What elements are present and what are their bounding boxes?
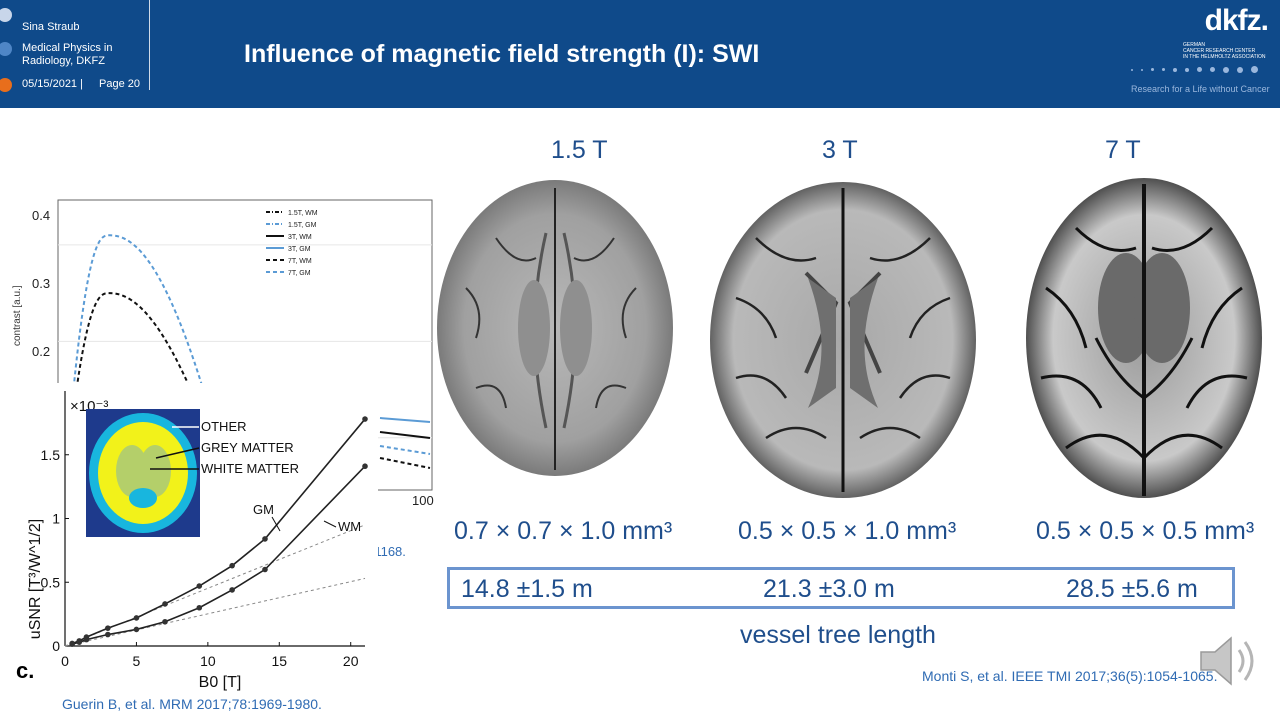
inset-arrow-grey	[155, 447, 200, 459]
usnr-point-wm	[69, 641, 75, 647]
speaker-icon[interactable]	[1195, 630, 1259, 692]
inset-white-matter-right	[139, 445, 171, 497]
usnr-line-wm	[71, 465, 366, 645]
page-number: Page 20	[99, 78, 140, 90]
field-label-7t: 7 T	[1105, 136, 1141, 164]
usnr-gm-pointer	[271, 516, 281, 532]
brain-image-3t	[710, 182, 976, 498]
usnr-ytick-label: 1.5	[41, 447, 61, 463]
field-label-1.5t: 1.5 T	[551, 136, 608, 164]
contrast-tail	[379, 417, 431, 423]
vessel-length-3t: 21.3 ±3.0 m	[763, 575, 895, 603]
logo-tagline: Research for a Life without Cancer	[1131, 84, 1270, 94]
usnr-line-gm	[71, 418, 366, 645]
date-label: 05/15/2021 |	[22, 78, 83, 90]
usnr-point-wm	[105, 631, 111, 638]
logo-dot-row	[1131, 66, 1258, 73]
contrast-legend-label: 1.5T, GM	[288, 222, 317, 229]
contrast-legend-label: 7T, GM	[288, 270, 311, 277]
usnr-ytick-label: 0	[52, 638, 60, 654]
usnr-y-label: uSNR [T³/W^1/2]	[27, 519, 44, 639]
usnr-panel-label: c.	[16, 658, 34, 683]
usnr-point-wm	[133, 626, 140, 633]
contrast-ytick-0.4: 0.4	[32, 208, 50, 223]
usnr-gm-label: GM	[253, 502, 274, 517]
slide-header: Sina Straub Medical Physics in Radiology…	[0, 0, 1280, 108]
usnr-axes: 0 5 10 15 20 0 0.5 1 1.5	[41, 391, 365, 669]
contrast-legend: 1.5T, WM 1.5T, GM 3T, WM 3T, GM 7T, WM 7T, GM	[266, 210, 318, 277]
logo-sub-line3: IN THE HELMHOLTZ ASSOCIATION	[1183, 54, 1266, 60]
usnr-point-wm	[362, 463, 368, 470]
usnr-point-wm	[83, 636, 90, 643]
inset-ventricle	[129, 488, 157, 508]
usnr-point-gm	[105, 625, 111, 631]
logo-sub-line1: GERMAN	[1183, 42, 1205, 48]
usnr-lines	[64, 416, 368, 647]
contrast-legend-label: 3T, GM	[288, 246, 311, 253]
affiliation-line2: Radiology, DKFZ	[22, 55, 105, 67]
contrast-ref-fragment: -1168.	[370, 544, 406, 559]
contrast-tail	[379, 431, 431, 439]
header-dot-light	[0, 8, 12, 22]
usnr-ytick-label: 1	[52, 511, 60, 527]
guerin-reference: Guerin B, et al. MRM 2017;78:1969-1980.	[62, 696, 322, 712]
swi-brain-images	[437, 178, 1262, 498]
dkfz-logo: dkfz.	[1204, 4, 1269, 37]
contrast-legend-label: 1.5T, WM	[288, 210, 318, 217]
usnr-xtick-label: 15	[271, 653, 287, 669]
header-dot-orange	[0, 78, 12, 92]
contrast-ytick-0.2: 0.2	[32, 344, 50, 359]
contrast-ytick-0.3: 0.3	[32, 276, 50, 291]
contrast-xtick-100: 100	[412, 493, 434, 508]
usnr-ytick-label: 0.5	[41, 574, 61, 590]
inset-label-other: OTHER	[201, 419, 247, 434]
usnr-point-wm	[76, 639, 83, 645]
inset-label-grey: GREY MATTER	[201, 440, 294, 455]
usnr-point-gm	[229, 562, 235, 569]
contrast-legend-label: 3T, WM	[288, 234, 312, 241]
author-name: Sina Straub	[22, 21, 80, 33]
usnr-xtick-label: 0	[61, 653, 69, 669]
logo-sub-line2: CANCER RESEARCH CENTER	[1183, 48, 1256, 54]
segmentation-inset	[86, 409, 200, 537]
vessel-length-1.5t: 14.8 ±1.5 m	[461, 575, 593, 603]
usnr-point-gm	[262, 536, 268, 542]
contrast-curve	[64, 234, 241, 527]
usnr-x-label: B0 [T]	[199, 674, 242, 691]
usnr-point-wm	[262, 566, 268, 573]
usnr-xtick-label: 20	[343, 653, 359, 669]
header-dot-mid	[0, 42, 12, 56]
contrast-y-label: contrast [a.u.]	[12, 285, 23, 346]
brain-image-1.5t	[437, 180, 673, 476]
usnr-point-wm	[196, 604, 203, 611]
resolution-7t: 0.5 × 0.5 × 0.5 mm³	[1036, 517, 1255, 545]
brain-image-7t	[1026, 178, 1262, 498]
field-label-3t: 3 T	[822, 136, 858, 164]
resolution-3t: 0.5 × 0.5 × 1.0 mm³	[738, 517, 957, 545]
contrast-tail	[379, 457, 431, 469]
vessel-length-box	[447, 567, 1235, 609]
monti-reference: Monti S, et al. IEEE TMI 2017;36(5):1054…	[922, 668, 1218, 684]
usnr-point-gm	[196, 583, 203, 589]
affiliation-line1: Medical Physics in	[22, 42, 113, 54]
slide-title: Influence of magnetic field strength (I)…	[244, 40, 760, 68]
contrast-legend-label: 7T, WM	[288, 258, 312, 265]
resolution-1.5t: 0.7 × 0.7 × 1.0 mm³	[454, 517, 673, 545]
usnr-point-gm	[162, 601, 168, 607]
usnr-point-gm	[362, 416, 368, 422]
vessel-length-7t: 28.5 ±5.6 m	[1066, 575, 1198, 603]
header-divider	[149, 0, 150, 90]
inset-label-white: WHITE MATTER	[201, 461, 299, 476]
usnr-point-wm	[229, 587, 235, 593]
usnr-wm-label: WM	[338, 519, 361, 534]
usnr-point-gm	[133, 615, 140, 621]
contrast-tail	[379, 445, 431, 455]
usnr-xtick-label: 5	[133, 653, 141, 669]
vessel-tree-caption: vessel tree length	[740, 621, 936, 649]
inset-white-matter-left	[116, 445, 148, 497]
usnr-wm-pointer	[323, 520, 337, 528]
usnr-point-wm	[162, 618, 168, 625]
usnr-xtick-label: 10	[200, 653, 216, 669]
